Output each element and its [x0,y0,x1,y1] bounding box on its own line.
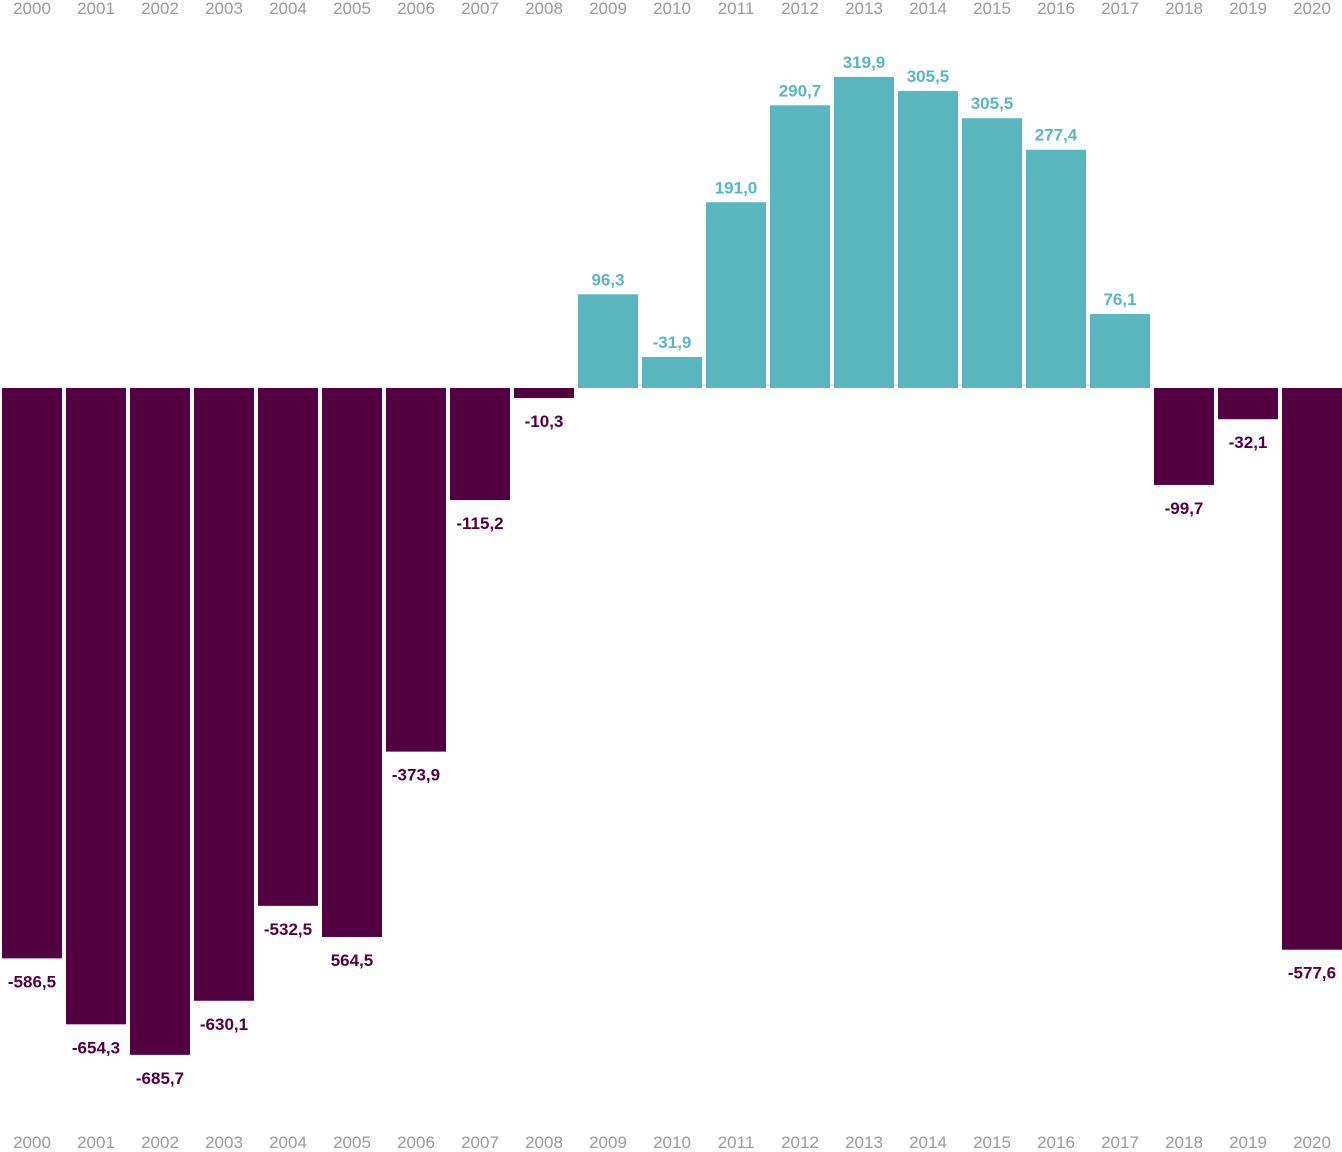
top-year-label-2001: 2001 [77,0,115,18]
value-label-2019: -32,1 [1229,433,1268,452]
bar-2008 [514,388,574,399]
value-label-2010: -31,9 [653,333,692,352]
bar-2010 [642,356,702,388]
bar-2007 [450,388,510,501]
value-label-2008: -10,3 [525,412,564,431]
top-year-label-2003: 2003 [205,0,243,18]
bar-2003 [194,388,254,1001]
value-label-2018: -99,7 [1165,499,1204,518]
top-year-label-2002: 2002 [141,0,179,18]
value-label-2016: 277,4 [1035,126,1078,145]
value-label-2013: 319,9 [843,53,886,72]
bottom-year-label-2008: 2008 [525,1133,563,1152]
bottom-year-label-2009: 2009 [589,1133,627,1152]
value-labels: -586,5 -654,3 -685,7 -630,1 -532,5 564,5 -373,… [8,53,1336,1088]
top-year-label-2000: 2000 [13,0,51,18]
top-year-label-2004: 2004 [269,0,307,18]
top-year-label-2010: 2010 [653,0,691,18]
top-year-label-2015: 2015 [973,0,1011,18]
top-year-label-2014: 2014 [909,0,947,18]
bar-2002 [130,388,190,1055]
bottom-year-label-2013: 2013 [845,1133,883,1152]
value-label-2020: -577,6 [1288,964,1336,983]
value-label-2002: -685,7 [136,1069,184,1088]
bottom-year-label-2003: 2003 [205,1133,243,1152]
top-year-label-2009: 2009 [589,0,627,18]
top-year-label-2005: 2005 [333,0,371,18]
bar-2009 [578,294,638,388]
bottom-year-axis: 2000 2001 2002 2003 2004 2005 2006 2007 2008 2009… [13,1133,1331,1152]
value-label-2017: 76,1 [1103,290,1136,309]
bar-2015 [962,118,1022,388]
bottom-year-label-2020: 2020 [1293,1133,1331,1152]
bar-2011 [706,202,766,388]
bottom-year-label-2012: 2012 [781,1133,819,1152]
bar-2017 [1090,313,1150,388]
bar-2001 [66,388,126,1025]
bottom-year-label-2019: 2019 [1229,1133,1267,1152]
value-label-2005: 564,5 [331,951,374,970]
bottom-year-label-2007: 2007 [461,1133,499,1152]
top-year-label-2011: 2011 [718,0,755,18]
bar-2014 [898,90,958,389]
value-label-2011: 191,0 [715,178,758,197]
value-label-2006: -373,9 [392,766,440,785]
bar-2004 [258,388,318,906]
bottom-year-label-2000: 2000 [13,1133,51,1152]
value-label-2007: -115,2 [456,514,503,533]
bottom-year-label-2016: 2016 [1037,1133,1075,1152]
bar-2018 [1154,388,1214,485]
top-year-label-2019: 2019 [1229,0,1267,18]
top-year-label-2018: 2018 [1165,0,1203,18]
top-year-label-2020: 2020 [1293,0,1331,18]
bar-2000 [2,388,62,959]
bar-2020 [1282,388,1342,950]
top-year-label-2017: 2017 [1101,0,1139,18]
bottom-year-label-2011: 2011 [718,1133,755,1152]
top-year-label-2008: 2008 [525,0,563,18]
bottom-year-label-2010: 2010 [653,1133,691,1152]
top-year-label-2006: 2006 [397,0,435,18]
value-label-2009: 96,3 [591,270,624,289]
top-year-axis: 2000 2001 2002 2003 2004 2005 2006 2007 2008 2009… [13,0,1331,18]
bars [2,76,1342,1055]
bottom-year-label-2005: 2005 [333,1133,371,1152]
value-label-2012: 290,7 [779,81,822,100]
bar-2013 [834,76,894,388]
value-label-2014: 305,5 [907,67,950,86]
bottom-year-label-2017: 2017 [1101,1133,1139,1152]
bottom-year-label-2018: 2018 [1165,1133,1203,1152]
bottom-year-label-2006: 2006 [397,1133,435,1152]
bar-2016 [1026,149,1086,388]
bar-2006 [386,388,446,752]
bar-2019 [1218,388,1278,420]
value-label-2001: -654,3 [72,1038,120,1057]
value-label-2004: -532,5 [264,920,312,939]
bar-2005 [322,388,382,937]
bottom-year-label-2001: 2001 [77,1133,115,1152]
top-year-label-2013: 2013 [845,0,883,18]
bar-2012 [770,105,830,388]
value-label-2015: 305,5 [971,94,1014,113]
bottom-year-label-2015: 2015 [973,1133,1011,1152]
top-year-label-2016: 2016 [1037,0,1075,18]
bottom-year-label-2004: 2004 [269,1133,307,1152]
bottom-year-label-2014: 2014 [909,1133,947,1152]
value-label-2003: -630,1 [200,1015,248,1034]
top-year-label-2007: 2007 [461,0,499,18]
value-label-2000: -586,5 [8,972,56,991]
top-year-label-2012: 2012 [781,0,819,18]
bottom-year-label-2002: 2002 [141,1133,179,1152]
